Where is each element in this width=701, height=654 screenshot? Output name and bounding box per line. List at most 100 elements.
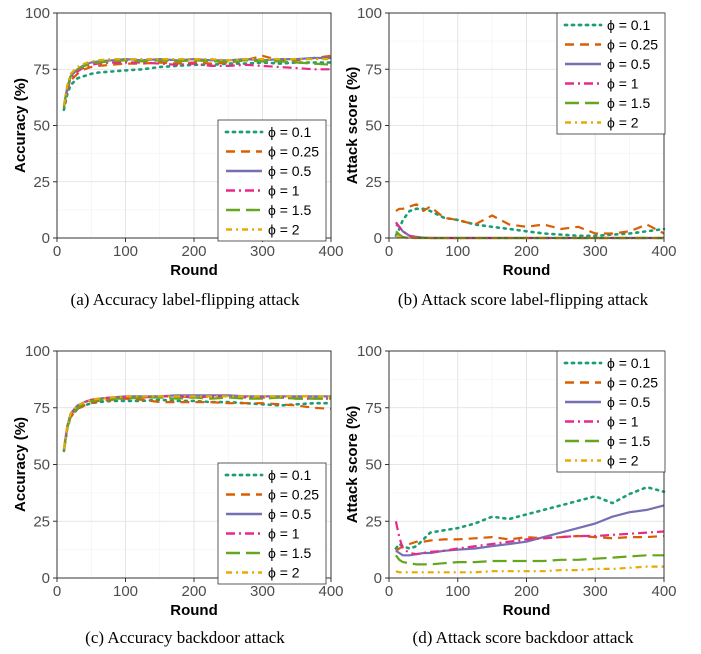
x-tick-label: 0 xyxy=(53,583,61,600)
series-line-1 xyxy=(62,54,332,108)
legend-label: ϕ = 0.5 xyxy=(607,394,650,410)
y-tick-label: 50 xyxy=(33,457,50,474)
series-lines xyxy=(62,394,333,453)
series-line-0 xyxy=(62,61,333,112)
y-axis-label: Accuracy (%) xyxy=(12,417,29,512)
y-tick-label: 100 xyxy=(25,5,50,22)
caption-c: (c) Accuracy backdoor attack xyxy=(85,628,285,647)
series-line-4 xyxy=(62,59,332,108)
legend-label: ϕ = 1.5 xyxy=(607,433,650,449)
y-tick-label: 50 xyxy=(365,457,382,474)
legend: ϕ = 0.1 ϕ = 0.25 ϕ = 0.5 ϕ = 1 ϕ = 1.5 ϕ = 2 xyxy=(556,12,666,135)
series-line-3 xyxy=(62,61,331,108)
series-line-5 xyxy=(395,565,664,574)
x-tick-label: 100 xyxy=(113,243,138,260)
series-lines xyxy=(62,54,333,112)
legend-label: ϕ = 1 xyxy=(607,76,639,92)
x-tick-label: 400 xyxy=(651,583,676,600)
legend-label: ϕ = 0.25 xyxy=(607,375,658,391)
x-tick-label: 100 xyxy=(445,243,470,260)
x-tick-label: 300 xyxy=(250,243,275,260)
x-tick-label: 400 xyxy=(318,243,343,260)
y-tick-label: 75 xyxy=(33,400,50,417)
x-tick-label: 100 xyxy=(445,583,470,600)
y-axis-label: Attack score (%) xyxy=(344,67,361,185)
legend-box xyxy=(217,462,327,585)
legend-box xyxy=(556,350,666,473)
y-tick-label: 0 xyxy=(42,230,50,247)
legend-label: ϕ = 2 xyxy=(268,222,300,238)
x-tick-label: 400 xyxy=(318,583,343,600)
x-axis-label: Round xyxy=(503,602,550,619)
legend: ϕ = 0.1 ϕ = 0.25 ϕ = 0.5 ϕ = 1 ϕ = 1.5 ϕ = 2 xyxy=(556,350,666,473)
legend-label: ϕ = 0.25 xyxy=(607,37,658,53)
legend-label: ϕ = 0.5 xyxy=(268,506,311,522)
legend-label: ϕ = 0.1 xyxy=(607,17,650,33)
legend: ϕ = 0.1 ϕ = 0.25 ϕ = 0.5 ϕ = 1 ϕ = 1.5 ϕ = 2 xyxy=(217,119,327,242)
y-tick-label: 25 xyxy=(365,513,382,530)
legend-box xyxy=(217,119,327,242)
series-line-1 xyxy=(395,203,665,235)
series-line-2 xyxy=(395,504,665,557)
caption-a: (a) Accuracy label-flipping attack xyxy=(70,290,300,309)
series-line-5 xyxy=(62,395,331,449)
y-tick-label: 100 xyxy=(25,343,50,360)
x-tick-label: 300 xyxy=(583,243,608,260)
y-tick-label: 100 xyxy=(357,343,382,360)
x-tick-label: 400 xyxy=(651,243,676,260)
y-tick-label: 25 xyxy=(33,513,50,530)
y-tick-label: 100 xyxy=(357,5,382,22)
x-tick-label: 0 xyxy=(53,243,61,260)
y-tick-label: 25 xyxy=(33,174,50,191)
y-tick-label: 0 xyxy=(42,570,50,587)
x-axis-label: Round xyxy=(503,262,550,279)
y-tick-label: 50 xyxy=(365,118,382,135)
caption-b: (b) Attack score label-flipping attack xyxy=(397,290,649,309)
legend-label: ϕ = 0.1 xyxy=(607,355,650,371)
legend: ϕ = 0.1 ϕ = 0.25 ϕ = 0.5 ϕ = 1 ϕ = 1.5 ϕ = 2 xyxy=(217,462,327,585)
legend-label: ϕ = 1 xyxy=(268,183,300,199)
legend-label: ϕ = 0.5 xyxy=(268,163,311,179)
legend-label: ϕ = 0.1 xyxy=(268,124,311,140)
y-tick-label: 0 xyxy=(374,570,382,587)
y-tick-label: 75 xyxy=(365,400,382,417)
x-tick-label: 0 xyxy=(385,583,393,600)
legend-label: ϕ = 2 xyxy=(268,565,300,581)
legend-label: ϕ = 0.1 xyxy=(268,467,311,483)
series-line-3 xyxy=(394,521,665,556)
x-tick-label: 200 xyxy=(181,583,206,600)
x-tick-label: 300 xyxy=(250,583,275,600)
legend-label: ϕ = 2 xyxy=(607,115,639,131)
series-line-0 xyxy=(394,485,666,550)
y-tick-label: 50 xyxy=(33,118,50,135)
legend-label: ϕ = 0.5 xyxy=(607,56,650,72)
x-axis-label: Round xyxy=(170,262,217,279)
x-tick-label: 200 xyxy=(514,583,539,600)
legend-label: ϕ = 1 xyxy=(268,526,300,542)
legend-box xyxy=(556,12,666,135)
legend-label: ϕ = 0.25 xyxy=(268,487,319,503)
plot-border xyxy=(56,12,332,239)
legend-label: ϕ = 2 xyxy=(607,453,639,469)
legend-label: ϕ = 0.25 xyxy=(268,144,319,160)
caption-d: (d) Attack score backdoor attack xyxy=(412,628,634,647)
x-axis-label: Round xyxy=(170,602,217,619)
x-tick-label: 200 xyxy=(181,243,206,260)
legend-label: ϕ = 1.5 xyxy=(268,545,311,561)
plot-border xyxy=(56,350,332,579)
series-line-1 xyxy=(62,397,332,452)
legend-label: ϕ = 1 xyxy=(607,414,639,430)
series-line-1 xyxy=(395,534,665,552)
x-tick-label: 300 xyxy=(583,583,608,600)
y-tick-label: 25 xyxy=(365,174,382,191)
y-tick-label: 75 xyxy=(365,61,382,78)
x-tick-label: 0 xyxy=(385,243,393,260)
y-tick-label: 0 xyxy=(374,230,382,247)
series-lines xyxy=(394,485,666,574)
series-line-0 xyxy=(394,207,666,238)
